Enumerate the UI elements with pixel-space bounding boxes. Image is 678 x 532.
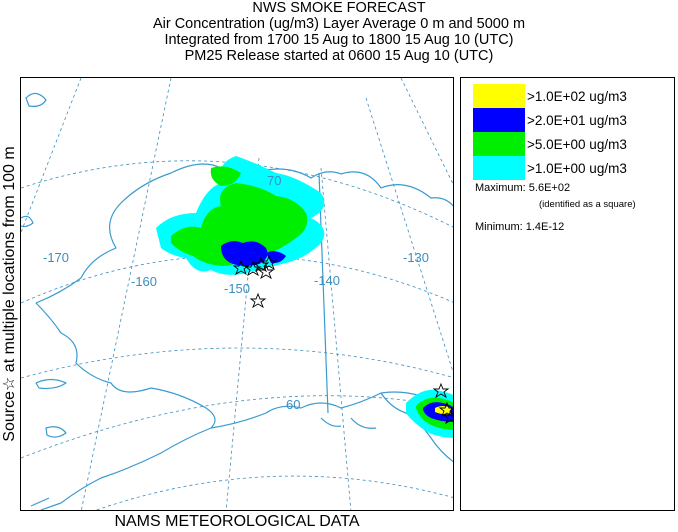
map-canvas: -170 -160 -150 -140 -130 70 60 <box>21 78 453 510</box>
source-star-icon <box>252 256 270 273</box>
title-main: NWS SMOKE FORECAST <box>252 0 426 16</box>
canada-arctic-coast <box>340 171 453 207</box>
legend-swatch <box>473 132 525 156</box>
maximum-note: (identified as a square) <box>539 199 636 210</box>
legend-swatch <box>473 108 525 132</box>
nunivak-island <box>45 426 67 438</box>
meridian-line <box>21 78 82 234</box>
title-release: PM25 Release started at 0600 15 Aug 10 (… <box>184 48 494 64</box>
legend-label: >1.0E+00 ug/m3 <box>527 160 627 176</box>
smoke-plume-north <box>156 156 325 275</box>
minimum-value: Minimum: 1.4E-12 <box>475 221 565 233</box>
lat-label-70: 70 <box>267 173 281 188</box>
smoke-plume-southeast <box>406 389 453 438</box>
legend-label: >5.0E+00 ug/m3 <box>527 136 627 152</box>
source-star-icon <box>249 292 267 309</box>
lon-label-130: -130 <box>403 250 429 265</box>
alaska-west-coast <box>35 172 172 393</box>
source-star-icon <box>244 260 262 277</box>
legend-item-1e0: >1.0E+00 ug/m3 <box>473 156 627 180</box>
legend-item-2e1: >2.0E+01 ug/m3 <box>473 108 627 132</box>
source-star-icon <box>432 382 450 399</box>
maximum-value: Maximum: 5.6E+02 <box>475 182 571 194</box>
legend-swatch <box>473 84 525 108</box>
inner-coast-detail <box>320 417 377 429</box>
legend-swatch <box>473 156 525 180</box>
meridian-line <box>400 78 453 185</box>
grid-labels: -170 -160 -150 -140 -130 70 60 <box>43 173 429 412</box>
northwest-islands <box>21 92 47 228</box>
contour-5e0-north-lobe <box>210 166 241 186</box>
title-integration: Integrated from 1700 15 Aug to 1800 15 A… <box>164 32 514 48</box>
legend-label: >1.0E+02 ug/m3 <box>527 88 627 104</box>
data-source-label: NAMS METEOROLOGICAL DATA <box>114 513 360 530</box>
parallel-line <box>95 475 453 510</box>
legend-label: >2.0E+01 ug/m3 <box>527 112 627 128</box>
coastline <box>21 92 453 510</box>
lon-label-140: -140 <box>314 273 340 288</box>
legend-item-5e0: >5.0E+00 ug/m3 <box>473 132 627 156</box>
contour-2e1 <box>221 241 268 266</box>
meridian-line <box>225 157 260 510</box>
lon-label-150: -150 <box>224 281 250 296</box>
meridian-line <box>81 78 172 510</box>
source-star-icon <box>442 408 453 425</box>
parallel-line <box>21 395 453 459</box>
lon-label-170: -170 <box>43 250 69 265</box>
title-concentration: Air Concentration (ug/m3) Layer Average … <box>152 16 526 32</box>
st-lawrence-island <box>35 378 67 390</box>
contour-5e0 <box>171 183 308 266</box>
source-star-icon <box>438 401 453 418</box>
source-star-icon <box>257 263 275 280</box>
source-star-icon <box>260 254 278 271</box>
alaska-south-coast <box>60 387 216 504</box>
legend-panel: >1.0E+02 ug/m3 >2.0E+01 ug/m3 >5.0E+00 u… <box>460 77 675 511</box>
border-line <box>318 172 329 414</box>
source-label: Source☆ at multiple locations from 100 m <box>1 146 18 442</box>
lat-label-60: 60 <box>286 397 300 412</box>
legend-item-1e2: >1.0E+02 ug/m3 <box>473 84 627 108</box>
meridian-line <box>365 97 453 374</box>
title-block: NWS SMOKE FORECAST Air Concentration (ug… <box>0 0 678 64</box>
aleutian-chain <box>30 497 62 510</box>
parallel-line <box>21 347 453 379</box>
lon-label-160: -160 <box>131 274 157 289</box>
source-star-icon <box>232 259 250 276</box>
source-markers <box>232 254 453 425</box>
map-panel: -170 -160 -150 -140 -130 70 60 <box>20 77 454 511</box>
